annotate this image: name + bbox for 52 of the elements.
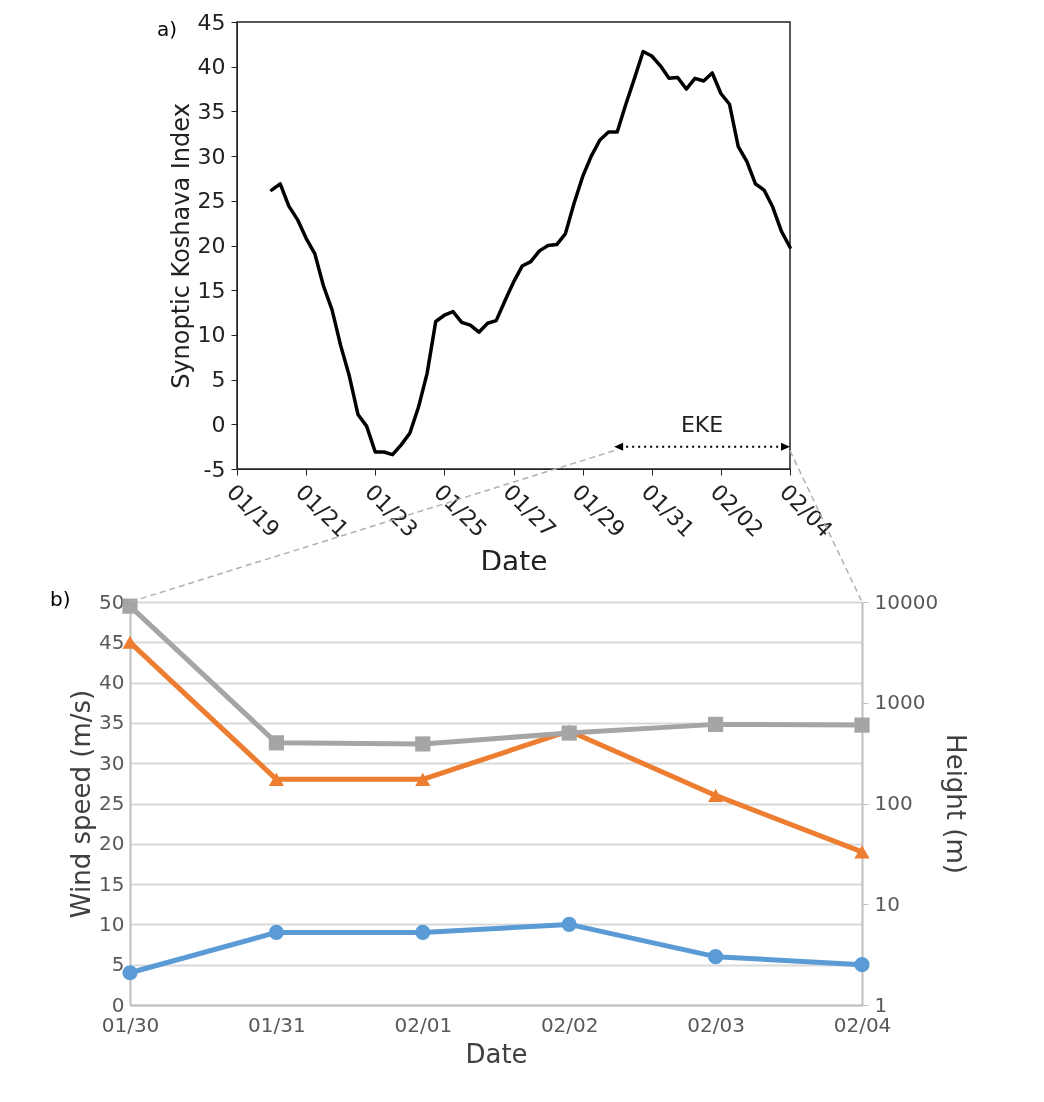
y-tick-label: 50 [99, 589, 125, 614]
x-axis-title: Date [465, 1038, 528, 1069]
y-tick-label: 10 [197, 322, 226, 348]
y-tick-label: 0 [211, 411, 226, 437]
point [122, 598, 138, 614]
point [708, 716, 724, 732]
point [268, 924, 284, 941]
y-tick-label: 45 [99, 629, 125, 654]
y-tick-label: 35 [197, 98, 226, 124]
point [122, 965, 138, 981]
point [268, 772, 284, 786]
y2-tick-label: 100 [874, 791, 913, 815]
y-tick-label: 35 [99, 710, 125, 735]
y-tick-label: 5 [111, 952, 125, 977]
point [708, 949, 724, 965]
point [268, 735, 284, 751]
y-tick-label: 5 [211, 367, 226, 393]
y-tick-label: 30 [197, 143, 226, 169]
x-tick-label: 02/01 [394, 1012, 453, 1037]
point [708, 788, 724, 803]
y-tick-label: 30 [99, 750, 125, 775]
point [854, 717, 870, 733]
point [854, 845, 870, 859]
line-series [269, 49, 792, 457]
y-tick-label: 45 [197, 9, 226, 35]
point [415, 924, 431, 941]
point [854, 957, 870, 973]
y-axis-title: Wind speed (m/s) [66, 689, 97, 919]
point [415, 772, 431, 786]
y2-tick-label: 10 [874, 891, 900, 916]
y-tick-label: 10 [99, 911, 125, 936]
x-tick-label: 02/02 [540, 1012, 599, 1037]
y-tick-label: 40 [99, 670, 125, 695]
x-tick-label: 01/31 [248, 1012, 306, 1037]
x-tick-label: 02/03 [687, 1012, 745, 1037]
y-tick-label: 25 [197, 188, 226, 214]
text: a) [157, 17, 178, 41]
point [561, 916, 577, 932]
text: b) [50, 587, 71, 611]
y-tick-label: 15 [197, 277, 226, 303]
y-tick-label: 40 [197, 54, 226, 80]
y2-axis-title: Height (m) [941, 734, 972, 874]
y-tick-label: 20 [197, 233, 226, 258]
y-tick-label: 20 [99, 831, 125, 856]
point [415, 736, 431, 752]
y-tick-label: 25 [99, 791, 125, 815]
annotation: EKE [680, 411, 724, 437]
y-tick-label: 15 [99, 871, 125, 896]
y-axis-title: Synoptic Koshava Index [166, 103, 195, 389]
y2-tick-label: 1000 [874, 690, 926, 715]
y2-tick-label: 10000 [874, 589, 939, 614]
y-tick-label: -5 [203, 456, 226, 482]
